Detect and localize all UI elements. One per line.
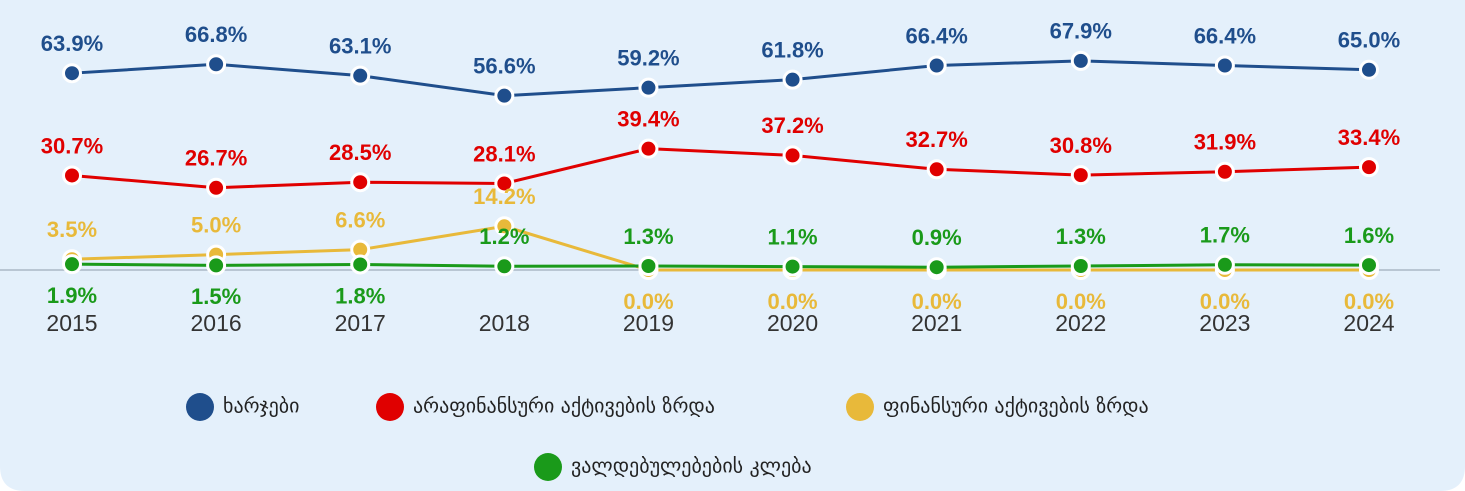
x-tick-label: 2020 bbox=[767, 310, 818, 336]
data-label: 26.7% bbox=[185, 146, 247, 171]
data-point bbox=[1359, 59, 1379, 80]
x-tick-label: 2021 bbox=[911, 310, 962, 336]
data-point bbox=[638, 255, 659, 276]
data-label: 66.4% bbox=[905, 23, 967, 48]
data-label: 3.5% bbox=[47, 217, 97, 242]
data-label: 0.0% bbox=[1344, 289, 1394, 314]
data-point bbox=[926, 55, 947, 76]
data-point bbox=[494, 85, 515, 106]
data-label: 1.2% bbox=[479, 224, 529, 249]
series-line bbox=[71, 59, 1370, 98]
series-line bbox=[71, 224, 1369, 272]
series-line bbox=[71, 147, 1370, 190]
data-label: 1.8% bbox=[335, 283, 385, 308]
data-label: 0.9% bbox=[912, 225, 962, 250]
data-label: 37.2% bbox=[761, 113, 823, 138]
legend-swatch bbox=[376, 393, 404, 421]
data-label: 39.4% bbox=[617, 106, 679, 131]
data-label: 65.0% bbox=[1338, 28, 1400, 53]
x-tick-label: 2023 bbox=[1199, 310, 1250, 336]
data-point bbox=[782, 145, 803, 166]
data-label: 0.0% bbox=[912, 289, 962, 314]
data-point bbox=[62, 63, 82, 84]
data-label: 32.7% bbox=[905, 127, 967, 152]
x-tick-label: 2018 bbox=[479, 310, 530, 336]
data-point bbox=[1070, 165, 1091, 186]
data-point bbox=[206, 177, 227, 198]
data-label: 33.4% bbox=[1338, 125, 1400, 150]
legend-swatch bbox=[846, 393, 874, 421]
data-label: 0.0% bbox=[623, 289, 673, 314]
data-point bbox=[638, 138, 659, 159]
data-label: 30.8% bbox=[1050, 133, 1112, 158]
data-point bbox=[350, 65, 371, 86]
data-point bbox=[926, 257, 947, 278]
data-label: 5.0% bbox=[191, 212, 241, 237]
data-point bbox=[62, 254, 82, 275]
data-label: 0.0% bbox=[1056, 289, 1106, 314]
x-tick-label: 2017 bbox=[335, 310, 386, 336]
data-point bbox=[350, 254, 371, 275]
data-point bbox=[782, 256, 803, 277]
data-label: 31.9% bbox=[1194, 130, 1256, 155]
data-label: 0.0% bbox=[1200, 289, 1250, 314]
data-point bbox=[494, 216, 515, 237]
data-point bbox=[638, 77, 659, 98]
data-label: 0.0% bbox=[767, 289, 817, 314]
x-tick-label: 2024 bbox=[1343, 310, 1394, 336]
x-tick-label: 2019 bbox=[623, 310, 674, 336]
legend-swatch bbox=[534, 453, 562, 481]
data-label: 1.3% bbox=[623, 224, 673, 249]
data-point bbox=[782, 69, 803, 90]
data-point bbox=[1070, 255, 1091, 276]
data-point bbox=[1214, 55, 1235, 76]
data-point bbox=[1214, 161, 1235, 182]
data-label: 56.6% bbox=[473, 53, 535, 78]
data-label: 1.7% bbox=[1200, 223, 1250, 248]
data-point bbox=[206, 54, 227, 75]
data-label: 30.7% bbox=[41, 133, 103, 158]
data-point bbox=[350, 172, 371, 193]
data-label: 1.9% bbox=[47, 283, 97, 308]
data-point bbox=[1214, 254, 1235, 275]
data-point bbox=[1359, 157, 1379, 178]
data-label: 1.5% bbox=[191, 284, 241, 309]
data-label: 59.2% bbox=[617, 45, 679, 70]
data-label: 66.8% bbox=[185, 22, 247, 47]
legend-label: არაფინანსური აქტივების ზრდა bbox=[413, 394, 715, 418]
data-label: 14.2% bbox=[473, 184, 535, 209]
data-label: 28.5% bbox=[329, 140, 391, 165]
legend-label: ხარჯები bbox=[223, 394, 299, 418]
data-label: 63.1% bbox=[329, 33, 391, 58]
data-label: 61.8% bbox=[761, 37, 823, 62]
data-label: 1.6% bbox=[1344, 223, 1394, 248]
data-point bbox=[1359, 255, 1379, 276]
data-point bbox=[926, 159, 947, 180]
data-label: 63.9% bbox=[41, 31, 103, 56]
legend-label: ფინანსური აქტივების ზრდა bbox=[883, 394, 1149, 418]
data-label: 67.9% bbox=[1050, 19, 1112, 44]
data-label: 66.4% bbox=[1194, 23, 1256, 48]
data-label: 1.3% bbox=[1056, 224, 1106, 249]
data-point bbox=[1070, 50, 1091, 71]
legend-label: ვალდებულებების კლება bbox=[571, 454, 812, 478]
data-label: 1.1% bbox=[767, 224, 817, 249]
x-tick-label: 2022 bbox=[1055, 310, 1106, 336]
series-line bbox=[71, 262, 1370, 269]
data-label: 28.1% bbox=[473, 141, 535, 166]
data-point bbox=[206, 255, 227, 276]
data-label: 6.6% bbox=[335, 207, 385, 232]
data-point bbox=[494, 256, 515, 277]
data-point bbox=[62, 165, 82, 186]
data-point bbox=[494, 173, 515, 194]
x-tick-label: 2015 bbox=[46, 310, 97, 336]
legend-swatch bbox=[186, 393, 214, 421]
x-tick-label: 2016 bbox=[191, 310, 242, 336]
